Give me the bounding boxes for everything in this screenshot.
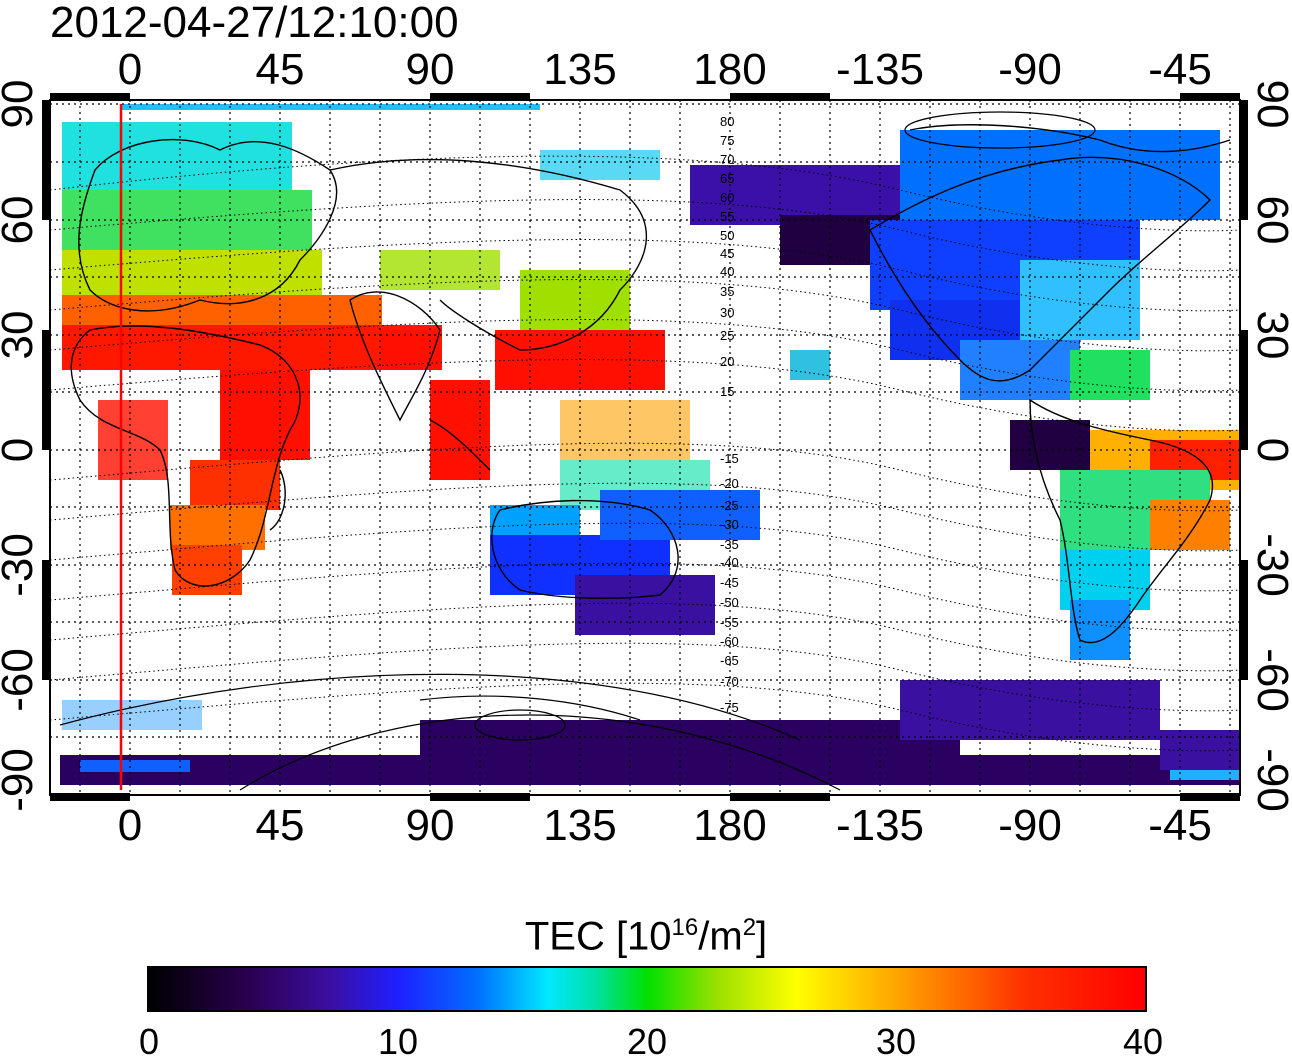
- frame-ticks: [42, 93, 1248, 801]
- lon-tick-bottom: -90: [998, 801, 1062, 850]
- colorbar-title-suffix: ]: [756, 914, 768, 959]
- magnetic-latitude-label: 75: [720, 133, 734, 148]
- magnetic-latitude-label: 30: [720, 305, 734, 320]
- magnetic-latitude-label: -75: [720, 700, 739, 715]
- magnetic-latitude-label: -55: [720, 615, 739, 630]
- lon-tick-top: 90: [406, 45, 455, 94]
- lon-tick-top: 45: [256, 45, 305, 94]
- tec-patches: [60, 104, 1240, 785]
- lat-tick-right: 60: [1248, 196, 1292, 245]
- colorbar-tick: 10: [377, 1021, 419, 1062]
- lon-tick-top: 180: [693, 45, 766, 94]
- colorbar-title-unit: /m: [698, 914, 743, 959]
- magnetic-latitude-label: -50: [720, 595, 739, 610]
- right-latitude-labels: 90 60 30 0 -30 -60 -90: [1248, 80, 1292, 812]
- left-latitude-labels: 90 60 30 0 -30 -60 -90: [0, 80, 42, 812]
- lat-tick-right: -60: [1248, 648, 1292, 712]
- lat-tick-right: -90: [1248, 748, 1292, 812]
- colorbar-tick: 30: [875, 1021, 917, 1062]
- lat-tick-left: 30: [0, 311, 42, 360]
- top-longitude-labels: 0 45 90 135 180 -135 -90 -45: [118, 45, 1212, 94]
- magnetic-latitude-label: 55: [720, 209, 734, 224]
- magnetic-latitude-label: -40: [720, 555, 739, 570]
- lon-tick-bottom: 90: [406, 801, 455, 850]
- colorbar-tick: 40: [1122, 1021, 1164, 1062]
- lat-tick-left: -60: [0, 648, 42, 712]
- magnetic-latitude-label: -30: [720, 517, 739, 532]
- magnetic-latitude-label: -25: [720, 498, 739, 513]
- colorbar: [147, 966, 1147, 1012]
- lat-tick-left: -30: [0, 533, 42, 597]
- magnetic-latitude-labels: 80 75 70 65 60 55 50 45 40 35 30 25 20 15 -15 -20 -25 -30…: [720, 114, 739, 715]
- lon-tick-bottom: 45: [256, 801, 305, 850]
- lon-tick-top: 135: [543, 45, 616, 94]
- tec-map: 80 75 70 65 60 55 50 45 40 35 30 25 20 15 -15 -20 -25 -30…: [0, 45, 1292, 850]
- lon-tick-bottom: 180: [693, 801, 766, 850]
- lon-tick-top: 0: [118, 45, 142, 94]
- magnetic-latitude-label: 70: [720, 152, 734, 167]
- magnetic-latitude-label: 35: [720, 284, 734, 299]
- magnetic-latitude-contours: [50, 155, 1240, 752]
- auroral-contours: [59, 111, 1096, 791]
- colorbar-title-prefix: TEC [10: [524, 914, 672, 959]
- magnetic-latitude-label: -15: [720, 451, 739, 466]
- magnetic-latitude-label: 20: [720, 354, 734, 369]
- magnetic-latitude-label: 50: [720, 228, 734, 243]
- magnetic-latitude-label: 15: [720, 384, 734, 399]
- magnetic-latitude-label: -65: [720, 653, 739, 668]
- lon-tick-bottom: 0: [118, 801, 142, 850]
- bottom-longitude-labels: 0 45 90 135 180 -135 -90 -45: [118, 801, 1212, 850]
- lat-tick-left: 0: [0, 438, 42, 462]
- magnetic-latitude-label: 25: [720, 328, 734, 343]
- lon-tick-top: -135: [836, 45, 924, 94]
- magnetic-latitude-label: -70: [720, 674, 739, 689]
- magnetic-latitude-label: -60: [720, 634, 739, 649]
- colorbar-title-unit-exponent: 2: [742, 914, 757, 941]
- lon-tick-top: -45: [1148, 45, 1212, 94]
- lat-tick-right: 90: [1248, 80, 1292, 129]
- lon-tick-bottom: -45: [1148, 801, 1212, 850]
- map-frame: [49, 99, 1241, 796]
- magnetic-latitude-label: 45: [720, 246, 734, 261]
- coastlines: [70, 124, 1231, 644]
- magnetic-latitude-label: 40: [720, 264, 734, 279]
- lat-tick-right: 0: [1248, 438, 1292, 462]
- magnetic-latitude-label: 80: [720, 114, 734, 129]
- colorbar-title-exponent: 16: [671, 914, 699, 941]
- colorbar-tick: 20: [626, 1021, 668, 1062]
- lon-tick-bottom: 135: [543, 801, 616, 850]
- lat-tick-right: 30: [1248, 311, 1292, 360]
- colorbar-tick: 0: [138, 1021, 160, 1062]
- magnetic-latitude-label: 60: [720, 190, 734, 205]
- magnetic-latitude-label: 65: [720, 171, 734, 186]
- magnetic-latitude-label: -45: [720, 575, 739, 590]
- lat-tick-left: 90: [0, 80, 42, 129]
- timestamp: 2012-04-27/12:10:00: [50, 0, 459, 47]
- lat-tick-left: -90: [0, 748, 42, 812]
- lat-tick-right: -30: [1248, 533, 1292, 597]
- lat-tick-left: 60: [0, 196, 42, 245]
- magnetic-latitude-label: -35: [720, 537, 739, 552]
- magnetic-latitude-label: -20: [720, 476, 739, 491]
- lon-tick-top: -90: [998, 45, 1062, 94]
- colorbar-title: TEC [1016/m2]: [0, 906, 1292, 958]
- lon-tick-bottom: -135: [836, 801, 924, 850]
